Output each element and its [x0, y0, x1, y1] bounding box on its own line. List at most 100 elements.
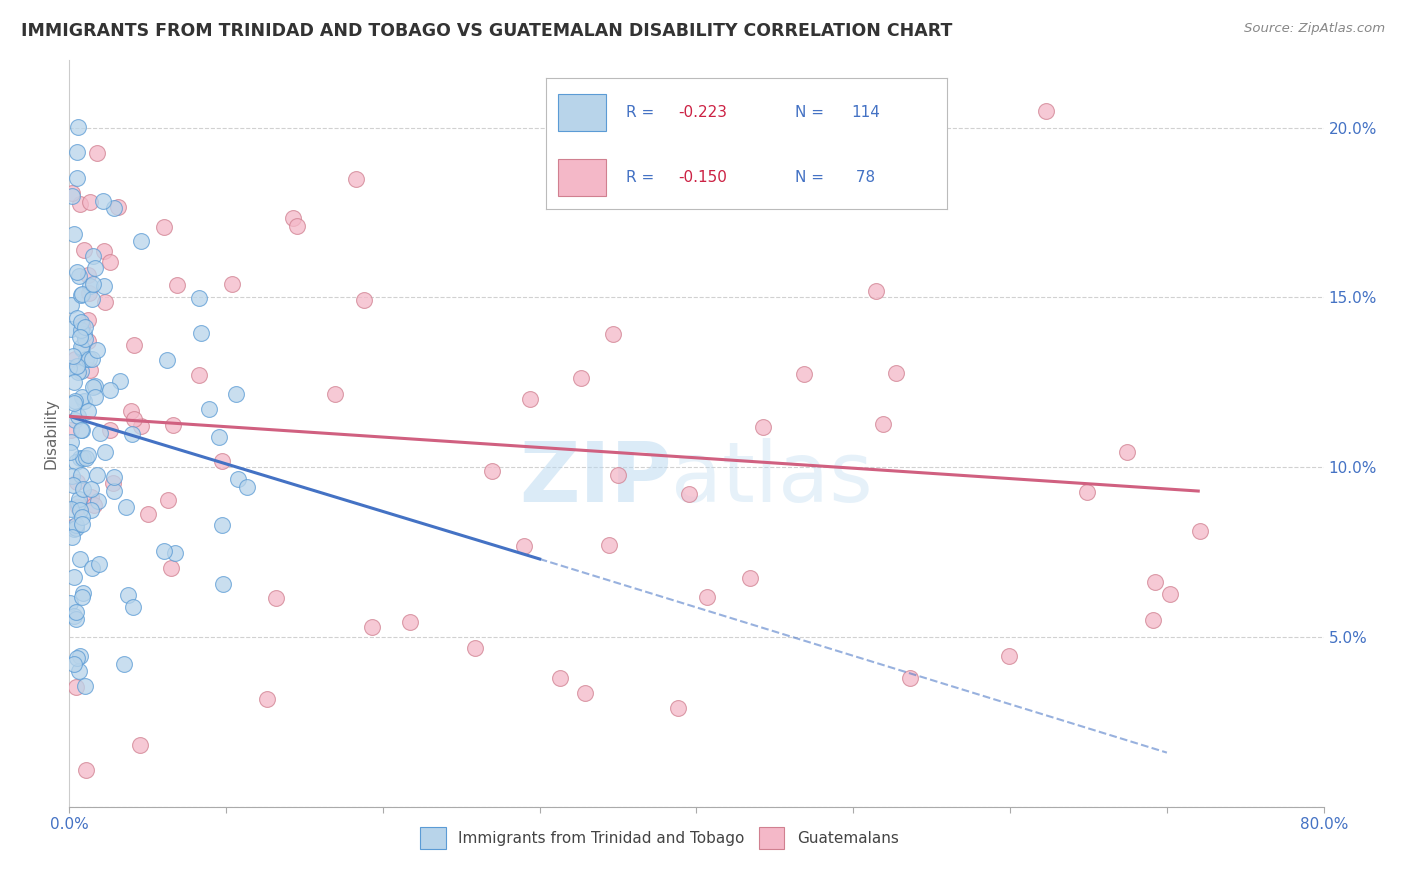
Point [513, 540, 536, 554]
Point [67, 491, 90, 506]
Point [70, 509, 93, 524]
Point [63, 376, 86, 390]
Point [70, 468, 93, 483]
Point [79, 279, 101, 293]
Point [598, 538, 620, 552]
Point [1159, 587, 1181, 601]
Point [72, 423, 94, 437]
Point [93, 244, 115, 258]
Point [163, 546, 186, 560]
Point [70, 517, 93, 532]
Point [208, 430, 231, 444]
Point [60, 469, 83, 483]
Point [77, 403, 100, 417]
Point [65, 680, 87, 694]
Point [79, 502, 101, 516]
Text: IMMIGRANTS FROM TRINIDAD AND TOBAGO VS GUATEMALAN DISABILITY CORRELATION CHART: IMMIGRANTS FROM TRINIDAD AND TOBAGO VS G… [21, 22, 952, 40]
Point [65, 394, 87, 409]
Point [77, 334, 100, 348]
Point [112, 657, 135, 672]
Point [94, 295, 117, 310]
Point [72, 318, 94, 332]
Point [121, 599, 143, 614]
Point [121, 426, 143, 441]
Point [86, 468, 108, 483]
Point [1142, 613, 1164, 627]
Point [66, 475, 89, 489]
Point [103, 469, 125, 483]
Point [70, 340, 93, 354]
Point [63, 352, 86, 367]
Point [73, 393, 96, 408]
Point [79, 352, 101, 367]
Point [103, 483, 125, 498]
Point [190, 326, 212, 341]
Point [398, 615, 420, 629]
Point [122, 412, 145, 426]
Point [65, 171, 87, 186]
Point [740, 571, 762, 585]
Point [76, 351, 98, 366]
Point [100, 423, 122, 437]
Point [59, 322, 82, 336]
Point [188, 368, 211, 382]
Point [59, 445, 82, 459]
Point [63, 609, 86, 624]
Point [353, 293, 375, 308]
Point [221, 277, 243, 291]
Point [98, 255, 121, 269]
Point [63, 412, 86, 426]
Point [77, 268, 100, 282]
Text: atlas: atlas [672, 438, 873, 518]
Point [70, 286, 93, 301]
Point [93, 194, 115, 208]
Point [79, 195, 101, 210]
Point [69, 551, 91, 566]
Point [73, 319, 96, 334]
Text: Guatemalans: Guatemalans [797, 831, 898, 847]
Point [162, 418, 184, 433]
Point [80, 490, 103, 504]
Point [211, 517, 233, 532]
Point [197, 401, 219, 416]
Point [83, 498, 105, 512]
Point [103, 201, 125, 215]
Point [93, 278, 115, 293]
Point [569, 371, 592, 385]
Point [281, 211, 304, 226]
Point [107, 200, 129, 214]
Point [69, 288, 91, 302]
Point [66, 409, 89, 423]
Point [153, 219, 176, 234]
Point [579, 162, 602, 177]
Point [72, 482, 94, 496]
Point [69, 364, 91, 378]
Point [751, 420, 773, 434]
Point [80, 483, 103, 497]
Point [69, 197, 91, 211]
Point [73, 679, 96, 693]
Text: ZIP: ZIP [519, 438, 672, 518]
Point [67, 665, 90, 679]
Point [63, 657, 86, 672]
Point [66, 359, 89, 373]
Point [344, 171, 367, 186]
Point [696, 591, 718, 605]
Point [62, 349, 84, 363]
Point [72, 343, 94, 357]
Point [86, 146, 108, 161]
Point [65, 612, 87, 626]
Point [62, 570, 84, 584]
Point [70, 315, 93, 329]
Point [361, 620, 384, 634]
Point [59, 297, 82, 311]
Point [62, 477, 84, 491]
Point [82, 352, 104, 367]
Text: Immigrants from Trinidad and Tobago: Immigrants from Trinidad and Tobago [458, 831, 745, 847]
Point [865, 284, 887, 298]
Point [66, 495, 89, 509]
Point [80, 561, 103, 575]
Point [82, 380, 104, 394]
Point [166, 278, 188, 293]
Point [83, 390, 105, 404]
